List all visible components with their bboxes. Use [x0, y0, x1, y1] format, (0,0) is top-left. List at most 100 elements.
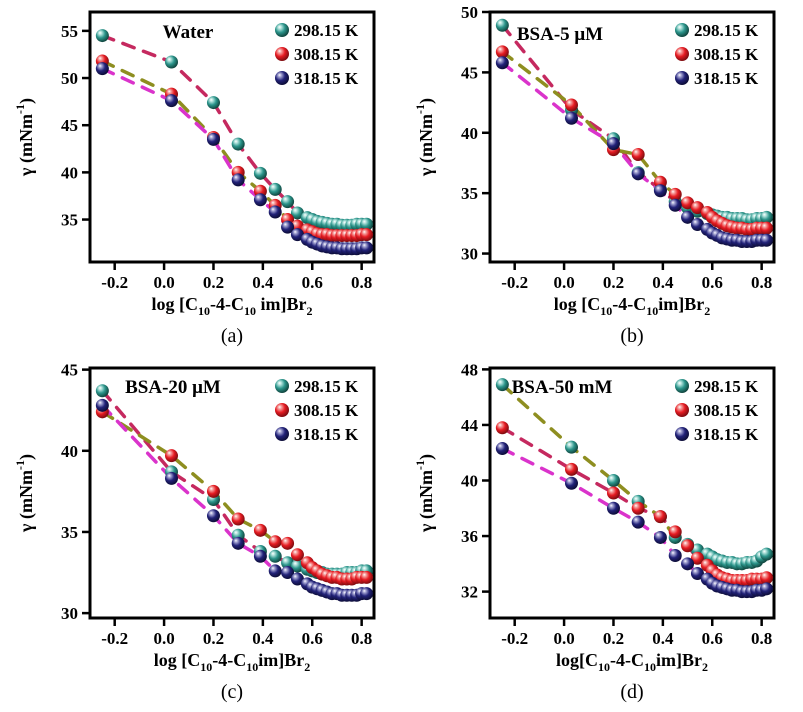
data-point: [360, 570, 374, 584]
x-axis-label: log [C10​-4-C10​im]Br2​: [154, 650, 310, 674]
y-tick-label: 45: [61, 116, 78, 135]
data-point: [564, 476, 578, 490]
data-point: [564, 98, 578, 112]
legend-marker-teal: [675, 379, 689, 393]
data-point: [606, 474, 620, 487]
legend-item: 298.15 K: [275, 377, 359, 396]
data-point: [668, 187, 682, 201]
y-axis: 30 35 40 45 50: [461, 3, 489, 264]
data-point: [360, 217, 374, 231]
y-axis-label: γ (mNm-1): [413, 454, 437, 533]
data-point: [206, 132, 220, 146]
data-point: [681, 557, 695, 571]
data-point: [668, 549, 682, 562]
data-point: [495, 442, 509, 456]
x-tick-label: 0.2: [203, 629, 224, 648]
y-tick-label: 40: [61, 163, 78, 182]
data-point: [231, 536, 245, 550]
data-point: [253, 549, 267, 563]
trend-line-magenta: [100, 66, 300, 237]
data-point: [653, 184, 667, 198]
trend-lines: [500, 23, 700, 227]
data-point: [206, 484, 220, 498]
chart-panel-bsa-20um: 30 35 40 45 -0.2 0.0 0.2 0.4 0.6 0.8 γ (mNm-1) log …: [0, 356, 400, 712]
data-point: [360, 228, 374, 242]
data-point: [564, 111, 578, 125]
legend-marker-navy: [275, 71, 289, 85]
x-axis-label: log [C10​-4-C10​im]Br2​: [554, 294, 710, 318]
trend-lines: [500, 382, 700, 576]
x-tick-label: 0.0: [153, 629, 174, 648]
legend-item: 308.15 K: [675, 401, 759, 420]
series-red: [95, 405, 374, 586]
legend-label: 308.15 K: [294, 45, 359, 64]
data-point: [290, 548, 304, 562]
x-tick-label: 0.4: [252, 629, 274, 648]
chart-svg-a: 35 40 45 50 55 -0.2 0.0 0.2 0.4 0.6 0.8 γ (mNm-1) lo…: [13, 10, 376, 347]
data-point: [206, 96, 220, 110]
y-tick-label: 36: [461, 527, 478, 546]
x-axis: -0.2 0.0 0.2 0.4 0.6 0.8: [501, 619, 772, 648]
data-point: [268, 182, 282, 196]
y-tick-label: 44: [461, 416, 479, 435]
y-tick-label: 40: [461, 124, 478, 143]
panel-title: BSA-5 μM: [517, 24, 603, 45]
y-tick-label: 35: [61, 523, 78, 542]
legend-label: 318.15 K: [694, 69, 759, 88]
data-point: [760, 233, 774, 247]
x-tick-label: 0.8: [351, 629, 372, 648]
legend-item: 308.15 K: [275, 45, 359, 64]
series-teal: [95, 29, 374, 232]
panel-caption: (c): [221, 681, 243, 703]
data-point: [495, 18, 509, 32]
data-point: [690, 551, 704, 565]
y-tick-label: 48: [461, 360, 478, 379]
data-point: [564, 440, 578, 454]
data-point: [95, 398, 109, 412]
x-tick-label: 0.4: [652, 629, 674, 648]
x-tick-label: 0.8: [751, 629, 772, 648]
legend-label: 318.15 K: [294, 425, 359, 444]
legend-label: 318.15 K: [294, 69, 359, 88]
data-point: [668, 525, 682, 539]
data-point: [681, 539, 695, 553]
data-point: [164, 94, 178, 108]
y-tick-label: 50: [61, 69, 78, 88]
data-point: [631, 501, 645, 515]
x-tick-label: 0.4: [652, 273, 674, 292]
data-point: [164, 471, 178, 485]
data-point: [606, 137, 620, 151]
legend-item: 308.15 K: [675, 45, 759, 64]
data-point: [281, 566, 295, 580]
data-point: [681, 196, 695, 210]
legend-label: 308.15 K: [694, 45, 759, 64]
x-tick-label: 0.8: [751, 273, 772, 292]
data-point: [495, 378, 509, 392]
data-point: [631, 167, 645, 181]
data-point: [268, 549, 282, 563]
legend-marker-teal: [275, 379, 289, 393]
data-point: [253, 193, 267, 207]
x-axis: -0.2 0.0 0.2 0.4 0.6 0.8: [501, 263, 772, 292]
x-tick-label: 0.6: [302, 629, 323, 648]
legend-label: 308.15 K: [694, 401, 759, 420]
legend-label: 298.15 K: [694, 377, 759, 396]
x-tick-label: 0.2: [203, 273, 224, 292]
data-point: [253, 523, 267, 537]
legend-marker-navy: [675, 427, 689, 441]
y-tick-label: 40: [61, 442, 78, 461]
trend-line-crimson: [500, 425, 700, 561]
trend-lines: [100, 33, 300, 237]
data-point: [360, 587, 374, 601]
x-tick-label: 0.2: [603, 273, 624, 292]
y-tick-label: 55: [61, 22, 78, 41]
plot-frame: [488, 366, 776, 620]
data-point: [495, 56, 509, 70]
data-point: [631, 515, 645, 529]
series-red: [495, 45, 774, 236]
legend-marker-navy: [675, 71, 689, 85]
data-point: [281, 220, 295, 234]
legend-marker-red: [275, 47, 289, 61]
chart-svg-d: 32 36 40 44 48 -0.2 0.0 0.2 0.4 0.6 0.8 γ (mNm-1) lo…: [413, 360, 776, 703]
x-tick-label: -0.2: [101, 629, 128, 648]
